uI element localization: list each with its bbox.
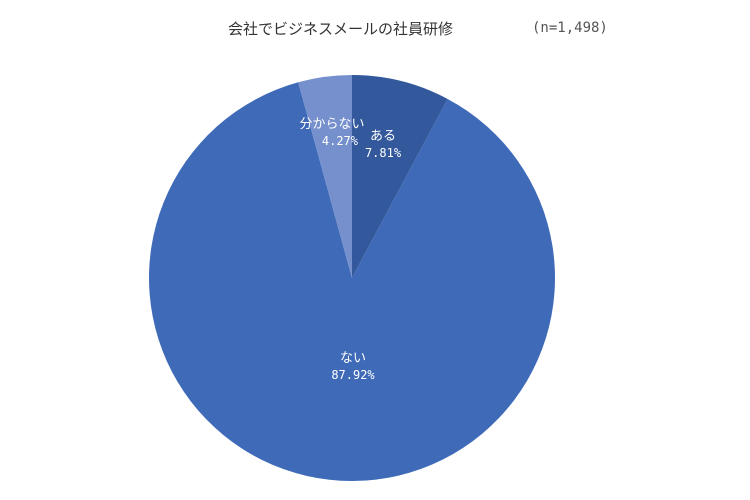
slice-label-aru-value: 7.81% — [364, 146, 402, 160]
slice-label-nai: ない 87.92% — [318, 350, 388, 384]
slice-label-aru: ある 7.81% — [356, 128, 410, 162]
slice-label-nai-name: ない — [339, 351, 366, 366]
chart-title: 会社でビジネスメールの社員研修 — [228, 20, 454, 38]
slice-label-wakaranai-name: 分からない — [299, 117, 365, 132]
pie-slice-nai — [148, 82, 555, 482]
slice-label-wakaranai-value: 4.27% — [321, 134, 358, 148]
slice-label-wakaranai: 分からない 4.27% — [296, 116, 368, 150]
slice-label-nai-value: 87.92% — [331, 368, 375, 382]
sample-size: (n=1,498) — [532, 20, 608, 36]
pie-slice-wakaranai — [298, 75, 352, 278]
pie-slice-aru — [352, 75, 448, 278]
slice-label-aru-name: ある — [369, 129, 396, 144]
